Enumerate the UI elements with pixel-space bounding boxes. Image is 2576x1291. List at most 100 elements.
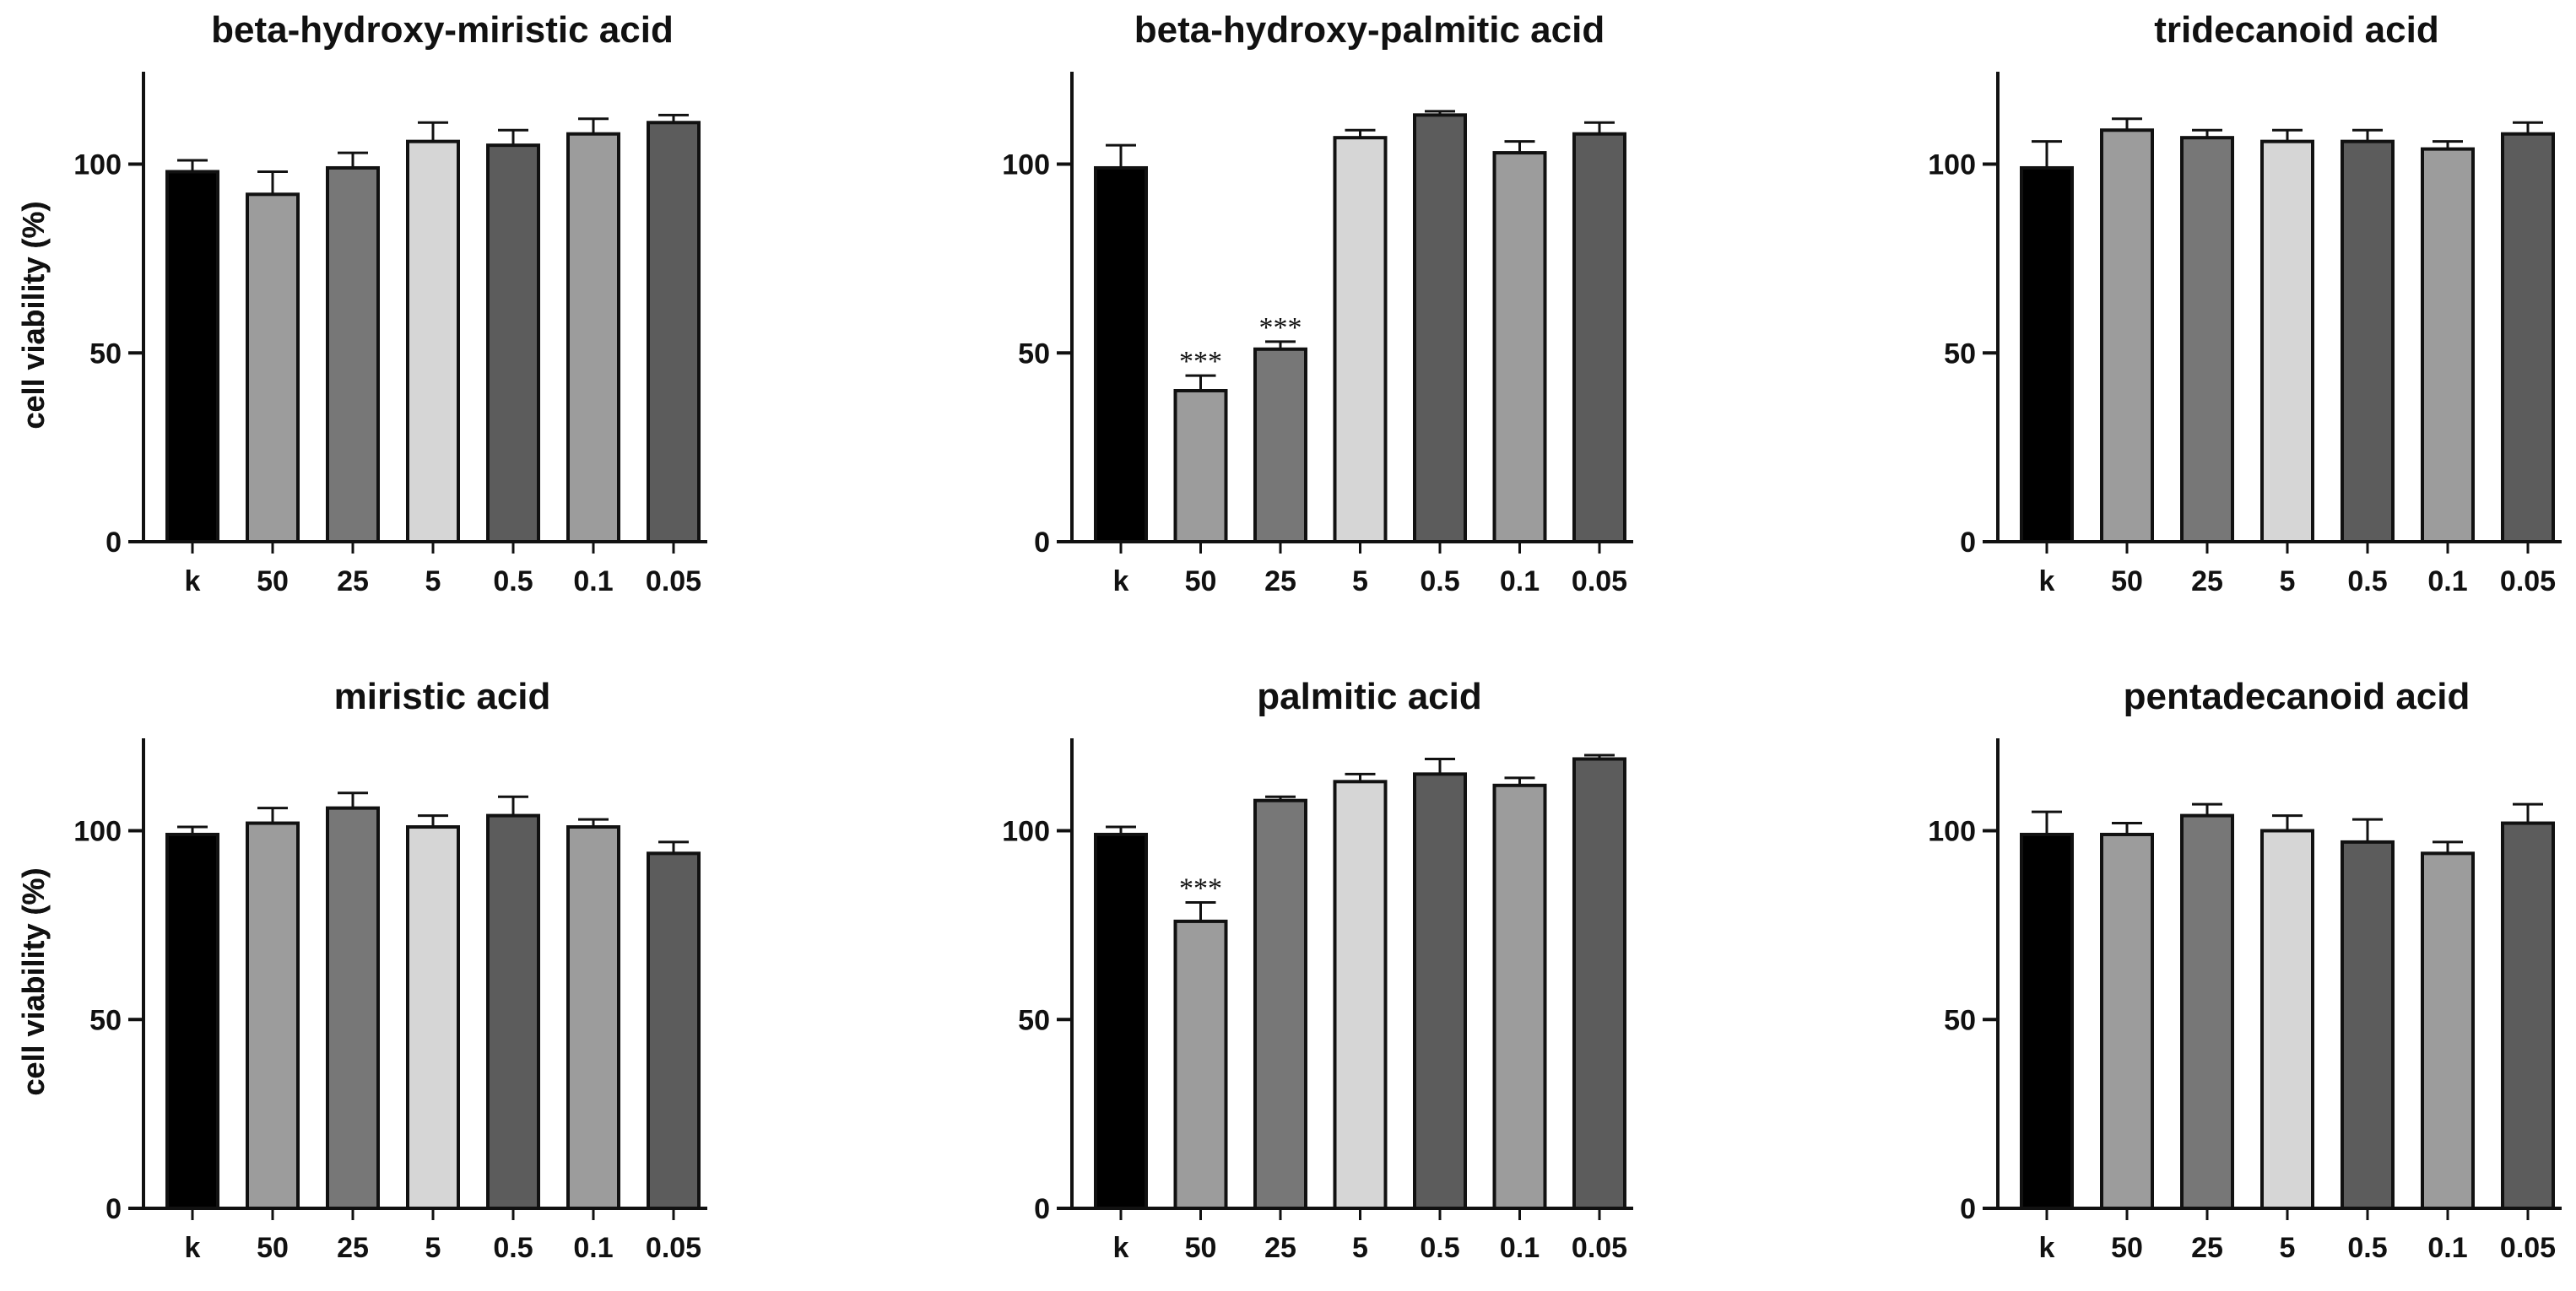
x-tick-label: 0.05 bbox=[1572, 1232, 1627, 1264]
x-tick-label: 50 bbox=[2111, 1232, 2143, 1264]
y-tick-label: 100 bbox=[1002, 816, 1050, 848]
significance-label: *** bbox=[1179, 873, 1222, 905]
bar bbox=[2260, 139, 2314, 543]
panel-title: beta-hydroxy-miristic acid bbox=[211, 9, 674, 51]
bar bbox=[246, 192, 300, 544]
bar bbox=[566, 825, 620, 1211]
x-tick-label: k bbox=[2039, 565, 2055, 597]
bar bbox=[1173, 389, 1228, 543]
x-tick-label: 25 bbox=[337, 1232, 369, 1264]
y-tick-label: 0 bbox=[106, 1193, 122, 1225]
y-axis-label: cell viability (%) bbox=[16, 201, 51, 429]
bar bbox=[486, 813, 540, 1210]
y-axis-label: cell viability (%) bbox=[16, 867, 51, 1095]
y-tick-label: 100 bbox=[1002, 149, 1050, 181]
bar bbox=[1572, 757, 1626, 1210]
x-tick-label: 5 bbox=[1352, 565, 1368, 597]
x-tick-label: k bbox=[1113, 565, 1129, 597]
bar bbox=[2501, 821, 2555, 1210]
bar bbox=[165, 832, 219, 1210]
bar bbox=[2100, 128, 2154, 543]
x-tick-label: 25 bbox=[1264, 565, 1296, 597]
y-tick-label: 100 bbox=[1928, 816, 1976, 848]
bar bbox=[2501, 132, 2555, 543]
x-tick-label: 50 bbox=[257, 1232, 289, 1264]
x-tick-label: 25 bbox=[337, 565, 369, 597]
y-axis-label: cell viability (%) bbox=[16, 201, 51, 429]
x-tick-label: 0.1 bbox=[573, 565, 613, 597]
x-tick-label: k bbox=[1113, 1232, 1129, 1264]
bar bbox=[2341, 139, 2395, 543]
x-tick-label: 0.05 bbox=[646, 1232, 701, 1264]
y-tick-label: 50 bbox=[1018, 338, 1050, 370]
y-tick-label: 50 bbox=[89, 338, 122, 370]
bar bbox=[246, 821, 300, 1210]
bar bbox=[2020, 165, 2074, 543]
bar bbox=[326, 165, 380, 543]
x-tick-label: 0.1 bbox=[573, 1232, 613, 1264]
bar bbox=[165, 170, 219, 543]
y-tick-label: 0 bbox=[1034, 1193, 1050, 1225]
x-tick-label: 50 bbox=[1185, 1232, 1217, 1264]
bar bbox=[2180, 136, 2234, 544]
x-tick-label: 0.05 bbox=[646, 565, 701, 597]
y-tick-label: 0 bbox=[1960, 1193, 1976, 1225]
x-tick-label: 0.5 bbox=[493, 565, 533, 597]
x-tick-label: 0.1 bbox=[1500, 1232, 1540, 1264]
x-tick-label: 0.05 bbox=[2500, 565, 2556, 597]
bar bbox=[1333, 136, 1388, 544]
bar bbox=[406, 825, 460, 1211]
bar bbox=[647, 121, 701, 543]
chart-panel-2: beta-hydroxy-palmitic acid cell viability… bbox=[16, 9, 1633, 597]
bar bbox=[2180, 813, 2234, 1210]
bar bbox=[566, 132, 620, 543]
panel-title: tridecanoid acid bbox=[2154, 9, 2438, 51]
x-tick-label: 0.5 bbox=[1420, 1232, 1459, 1264]
y-tick-label: 50 bbox=[89, 1004, 122, 1036]
bar bbox=[1333, 780, 1388, 1210]
x-tick-label: 25 bbox=[1264, 1232, 1296, 1264]
bar bbox=[1413, 113, 1467, 543]
bar bbox=[1094, 165, 1148, 543]
y-tick-label: 0 bbox=[1960, 527, 1976, 559]
y-tick-label: 100 bbox=[73, 149, 122, 181]
y-tick-label: 100 bbox=[73, 816, 122, 848]
y-axis-label: cell viability (%) bbox=[16, 201, 51, 429]
x-tick-label: 5 bbox=[425, 565, 441, 597]
bar bbox=[2421, 851, 2475, 1210]
bar bbox=[1413, 772, 1467, 1210]
bar bbox=[647, 851, 701, 1210]
bar bbox=[2260, 829, 2314, 1210]
x-tick-label: 50 bbox=[257, 565, 289, 597]
bar bbox=[2421, 147, 2475, 543]
bar bbox=[2020, 832, 2074, 1210]
bar bbox=[1253, 798, 1307, 1210]
x-tick-label: 0.1 bbox=[2427, 565, 2467, 597]
x-tick-label: 0.5 bbox=[2347, 1232, 2387, 1264]
chart-panel-1: beta-hydroxy-miristic acid cell viability… bbox=[16, 9, 707, 597]
x-tick-label: 0.5 bbox=[1420, 565, 1459, 597]
x-tick-label: 25 bbox=[2191, 1232, 2223, 1264]
significance-label: *** bbox=[1259, 312, 1302, 343]
x-tick-label: k bbox=[2039, 1232, 2055, 1264]
y-tick-label: 50 bbox=[1018, 1004, 1050, 1036]
significance-label: *** bbox=[1179, 346, 1222, 377]
y-tick-label: 50 bbox=[1944, 338, 1976, 370]
x-tick-label: 0.05 bbox=[2500, 1232, 2556, 1264]
x-tick-label: 0.1 bbox=[2427, 1232, 2467, 1264]
bar bbox=[1094, 832, 1148, 1210]
x-tick-label: 0.05 bbox=[1572, 565, 1627, 597]
y-tick-label: 50 bbox=[1944, 1004, 1976, 1036]
bar bbox=[486, 143, 540, 543]
x-tick-label: 5 bbox=[425, 1232, 441, 1264]
x-tick-label: 0.5 bbox=[493, 1232, 533, 1264]
bar bbox=[2341, 840, 2395, 1210]
bar bbox=[2100, 832, 2154, 1210]
x-tick-label: 25 bbox=[2191, 565, 2223, 597]
x-tick-label: k bbox=[185, 565, 201, 597]
y-tick-label: 0 bbox=[1034, 527, 1050, 559]
bar bbox=[1572, 132, 1626, 543]
